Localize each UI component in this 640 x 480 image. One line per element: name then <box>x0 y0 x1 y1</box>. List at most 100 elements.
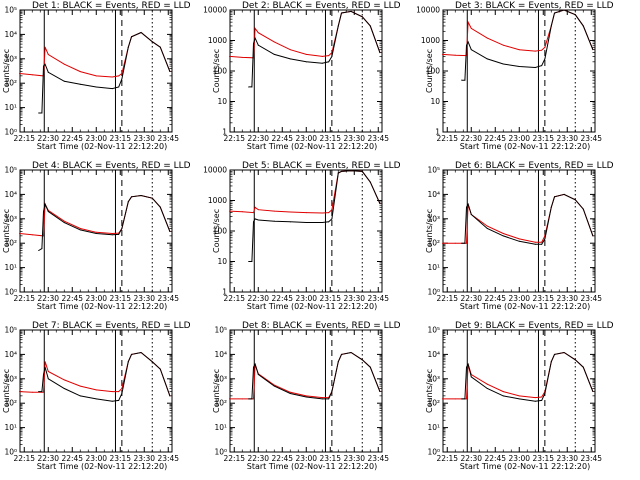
data-point-events <box>518 398 520 400</box>
data-point-lld <box>454 54 456 56</box>
data-point-events <box>41 248 43 250</box>
panel-title: Det 6: BLACK = Events, RED = LLD <box>455 161 614 171</box>
data-point-events <box>350 10 352 12</box>
y-tick-label: 10¹ <box>4 103 17 112</box>
data-point-lld <box>321 212 323 214</box>
data-point-lld <box>31 74 33 76</box>
data-point-events <box>563 9 565 11</box>
x-tick-label: 22:15 <box>223 454 245 463</box>
panel-title: Det 9: BLACK = Events, RED = LLD <box>455 321 614 331</box>
data-point-events <box>361 16 363 18</box>
data-point-events <box>464 79 466 81</box>
y-tick-label: 10³ <box>214 374 227 383</box>
data-point-events <box>252 42 254 44</box>
data-point-lld <box>95 75 97 77</box>
data-point-events <box>544 238 546 240</box>
data-point-events <box>467 41 469 43</box>
data-point-lld <box>254 27 256 29</box>
x-axis-label: Start Time (02-Nov-11 22:12:20) <box>459 462 591 471</box>
y-tick-label: 10⁴ <box>427 350 440 359</box>
series-line-events <box>461 351 594 402</box>
x-tick-label: 23:15 <box>319 294 341 303</box>
data-point-events <box>63 222 65 224</box>
detector-panel: 10⁰ 10¹ 10² 10³ 10⁴ 10⁵ 22:15 22:30 22:45 23:00 23… <box>427 166 602 304</box>
data-point-events <box>379 391 381 393</box>
panel-title: Det 1: BLACK = Events, RED = LLD <box>32 1 191 11</box>
data-point-lld <box>95 231 97 233</box>
x-tick-label: 23:45 <box>157 134 179 143</box>
data-point-events <box>47 71 49 73</box>
data-point-events <box>582 208 584 210</box>
detector-panel: 10⁰ 10¹ 10² 10³ 10⁴ 10⁵ 22:15 22:30 22:45 23:00 23… <box>4 326 179 464</box>
x-tick-label: 22:30 <box>460 134 482 143</box>
series-line-lld <box>442 9 594 57</box>
data-point-events <box>534 400 536 402</box>
y-tick-label: 10⁰ <box>4 288 17 297</box>
data-point-events <box>127 361 129 363</box>
data-point-events <box>79 83 81 85</box>
data-point-lld <box>470 27 472 29</box>
data-point-lld <box>241 56 243 58</box>
detector-panel: 1 10 100 1000 10000 22:15 22:30 22:45 23:00 23:15… <box>203 166 389 304</box>
data-point-events <box>337 25 339 27</box>
data-point-events <box>563 193 565 195</box>
data-point-lld <box>228 55 230 57</box>
x-tick-label: 23:30 <box>556 454 578 463</box>
y-tick-label: 10² <box>4 399 17 408</box>
data-point-events <box>257 219 259 221</box>
data-point-events <box>118 399 120 401</box>
y-tick-label: 10⁵ <box>4 166 17 175</box>
y-tick-label: 10⁵ <box>214 326 227 335</box>
x-tick-label: 23:45 <box>367 134 389 143</box>
data-point-events <box>321 398 323 400</box>
data-point-events <box>44 63 46 65</box>
data-point-lld <box>31 234 33 236</box>
series-line-lld <box>229 10 381 59</box>
data-point-lld <box>328 55 330 57</box>
data-point-lld <box>541 49 543 51</box>
x-axis-label: Start Time (02-Nov-11 22:12:20) <box>459 302 591 311</box>
data-point-events <box>465 44 467 46</box>
x-tick-label: 22:15 <box>13 294 35 303</box>
data-point-events <box>305 221 307 223</box>
x-tick-label: 22:30 <box>460 454 482 463</box>
data-point-events <box>248 86 250 88</box>
data-point-lld <box>257 209 259 211</box>
data-point-lld <box>273 210 275 212</box>
data-point-events <box>461 242 463 244</box>
data-point-lld <box>79 71 81 73</box>
data-point-events <box>47 378 49 380</box>
detector-panel: 10⁰ 10¹ 10² 10³ 10⁴ 10⁵ 22:15 22:30 22:45 23:00 23… <box>4 6 179 144</box>
x-tick-label: 22:15 <box>223 294 245 303</box>
data-point-events <box>273 53 275 55</box>
y-tick-label: 10000 <box>203 6 227 15</box>
y-tick-label: 10¹ <box>4 423 17 432</box>
y-tick-label: 10000 <box>416 6 440 15</box>
axes-frame <box>19 329 173 453</box>
data-point-events <box>252 221 254 223</box>
panel-title: Det 8: BLACK = Events, RED = LLD <box>242 321 401 331</box>
data-point-events <box>127 201 129 203</box>
data-point-lld <box>18 232 20 234</box>
x-tick-label: 23:15 <box>109 294 131 303</box>
data-point-events <box>95 232 97 234</box>
data-point-events <box>130 353 132 355</box>
data-point-events <box>252 366 254 368</box>
x-tick-label: 23:30 <box>343 454 365 463</box>
data-point-lld <box>254 206 256 208</box>
y-tick-label: 10³ <box>427 374 440 383</box>
data-point-events <box>121 228 123 230</box>
data-point-lld <box>289 49 291 51</box>
x-tick-label: 22:30 <box>37 454 59 463</box>
data-point-events <box>151 197 153 199</box>
data-point-events <box>248 261 250 262</box>
data-point-events <box>340 353 342 355</box>
data-point-lld <box>95 389 97 391</box>
data-point-events <box>592 235 594 237</box>
x-tick-label: 22:30 <box>37 134 59 143</box>
data-point-events <box>574 359 576 361</box>
x-tick-label: 23:45 <box>157 294 179 303</box>
x-tick-label: 23:30 <box>133 454 155 463</box>
data-point-lld <box>118 391 120 393</box>
